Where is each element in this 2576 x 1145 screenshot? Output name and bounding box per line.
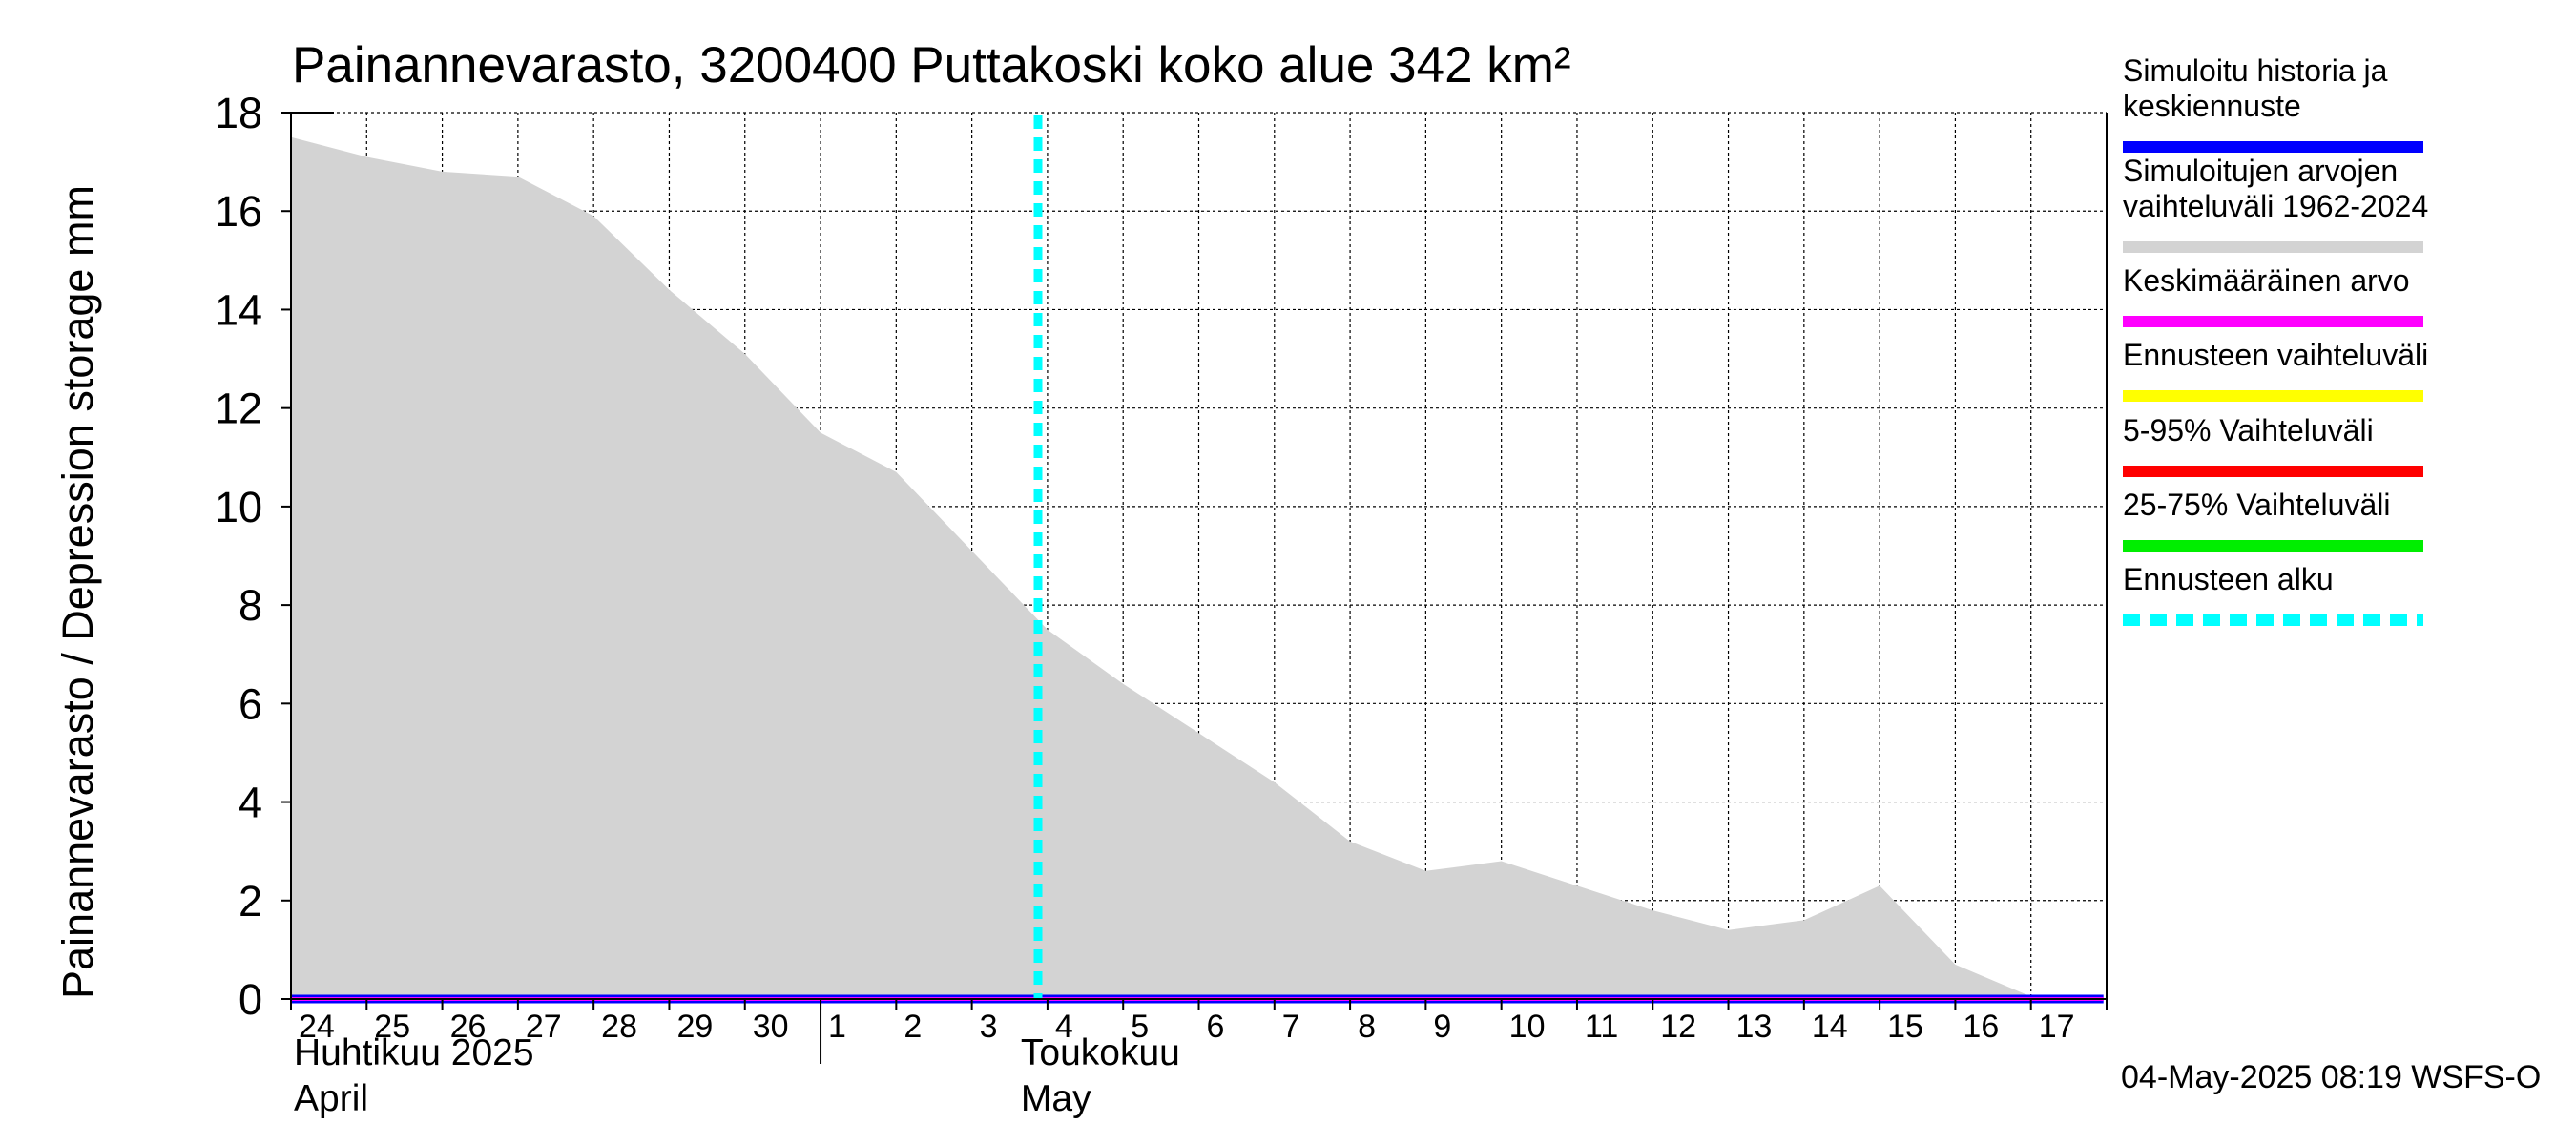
x-tick-label: 5 [1131,1009,1149,1045]
legend-label: 25-75% Vaihteluväli [2123,488,2390,522]
y-tick-label: 12 [215,385,262,433]
y-tick-label: 14 [215,285,262,334]
axes [281,112,2108,1064]
y-axis-label: Painannevarasto / Depression storage mm [53,185,102,999]
legend-label: Keskimääräinen arvo [2123,263,2410,298]
x-tick-label: 10 [1509,1009,1546,1045]
x-tick-label: 24 [299,1009,335,1045]
x-tick-label: 26 [450,1009,487,1045]
x-tick-labels: 24 25 26 27 28 29 30 1 2 3 4 5 6 7 8 9 10 11 12 13 14 15 16 17 [299,1009,2075,1045]
simulated-range-area [291,136,2104,1000]
x-tick-label: 6 [1207,1009,1225,1045]
legend-label: Simuloitu historia ja [2123,53,2388,88]
month-label-fi: Huhtikuu 2025 [294,1032,534,1073]
x-tick-label: 30 [753,1009,789,1045]
x-tick-label: 3 [980,1009,998,1045]
legend-label: vaihteluväli 1962-2024 [2123,189,2428,223]
y-tick-label: 2 [239,877,262,926]
x-tick-label: 2 [904,1009,922,1045]
y-tick-label: 4 [239,779,262,827]
y-tick-labels: 0 2 4 6 8 10 12 14 16 18 [215,89,262,1024]
x-tick-label: 11 [1585,1009,1618,1045]
x-tick-label: 27 [526,1009,562,1045]
month-labels: Huhtikuu 2025 April Toukokuu May [294,1032,1180,1119]
x-tick-label: 16 [1963,1009,1999,1045]
legend-label: Simuloitujen arvojen [2123,154,2398,188]
y-tick-label: 8 [239,581,262,630]
x-tick-label: 8 [1358,1009,1376,1045]
x-tick-label: 9 [1433,1009,1451,1045]
x-tick-label: 17 [2039,1009,2075,1045]
legend-label: Ennusteen alku [2123,562,2334,596]
month-label-fi: Toukokuu [1021,1032,1180,1073]
footer-timestamp: 04-May-2025 08:19 WSFS-O [2121,1059,2541,1095]
x-tick-label: 7 [1282,1009,1300,1045]
x-tick-label: 28 [601,1009,637,1045]
y-tick-label: 16 [215,187,262,236]
month-label-en: May [1021,1078,1091,1119]
x-tick-label: 4 [1055,1009,1073,1045]
x-tick-label: 14 [1812,1009,1848,1045]
y-tick-label: 10 [215,483,262,531]
legend-label: keskiennuste [2123,89,2301,123]
series-area-0 [291,136,2104,1000]
chart-title: Painannevarasto, 3200400 Puttakoski koko… [292,37,1571,94]
month-label-en: April [294,1078,368,1119]
x-tick-label: 1 [828,1009,846,1045]
y-tick-label: 0 [239,975,262,1024]
x-tick-label: 15 [1887,1009,1923,1045]
legend-label: 5-95% Vaihteluväli [2123,413,2374,448]
x-tick-label: 13 [1736,1009,1773,1045]
y-tick-label: 18 [215,89,262,137]
x-tick-label: 25 [374,1009,410,1045]
legend-label: Ennusteen vaihteluväli [2123,338,2428,372]
x-tick-label: 12 [1660,1009,1696,1045]
x-tick-label: 29 [676,1009,713,1045]
y-tick-label: 6 [239,679,262,728]
